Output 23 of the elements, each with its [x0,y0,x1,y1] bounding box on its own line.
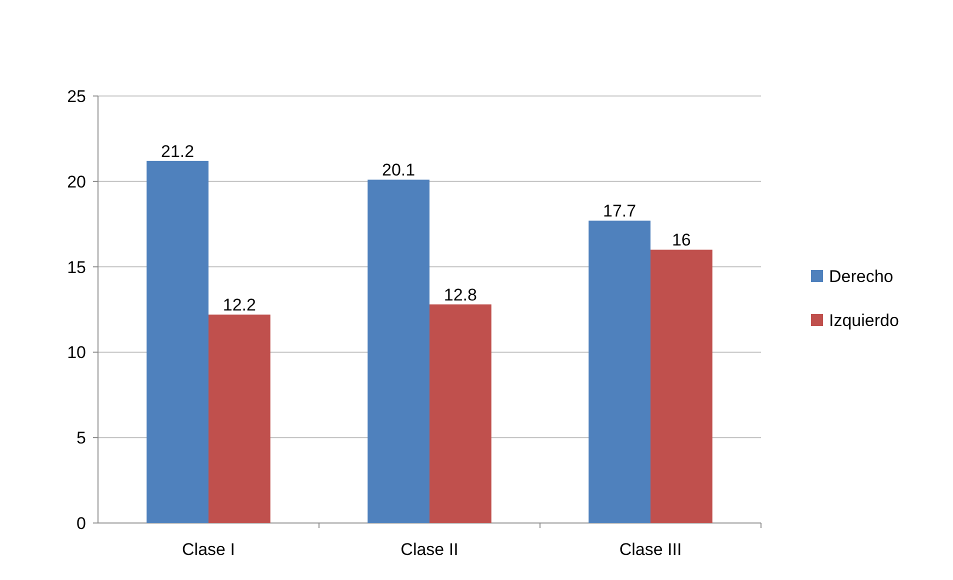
data-label: 21.2 [161,142,194,161]
bar [146,160,208,523]
y-tick-label: 10 [67,343,86,362]
legend-label: Derecho [829,266,894,286]
data-label: 20.1 [382,160,416,180]
data-label: 17.7 [603,202,636,221]
bar [368,180,430,523]
y-tick-label: 20 [67,172,86,192]
y-tick-label: 0 [76,514,86,533]
data-label: 16 [672,230,691,250]
y-tick-label: 25 [67,86,86,106]
bar [430,304,492,523]
x-tick-label: Clase II [400,540,458,559]
x-tick-label: Clase III [619,540,682,559]
data-label: 12.8 [444,285,477,304]
bar [650,250,712,523]
legend-label: Izquierdo [829,310,899,330]
x-tick-label: Clase I [182,540,235,559]
bar [588,220,650,523]
data-label: 12.2 [222,296,256,315]
bar [208,314,270,523]
y-tick-label: 5 [76,428,86,448]
y-tick-label: 15 [67,258,86,277]
